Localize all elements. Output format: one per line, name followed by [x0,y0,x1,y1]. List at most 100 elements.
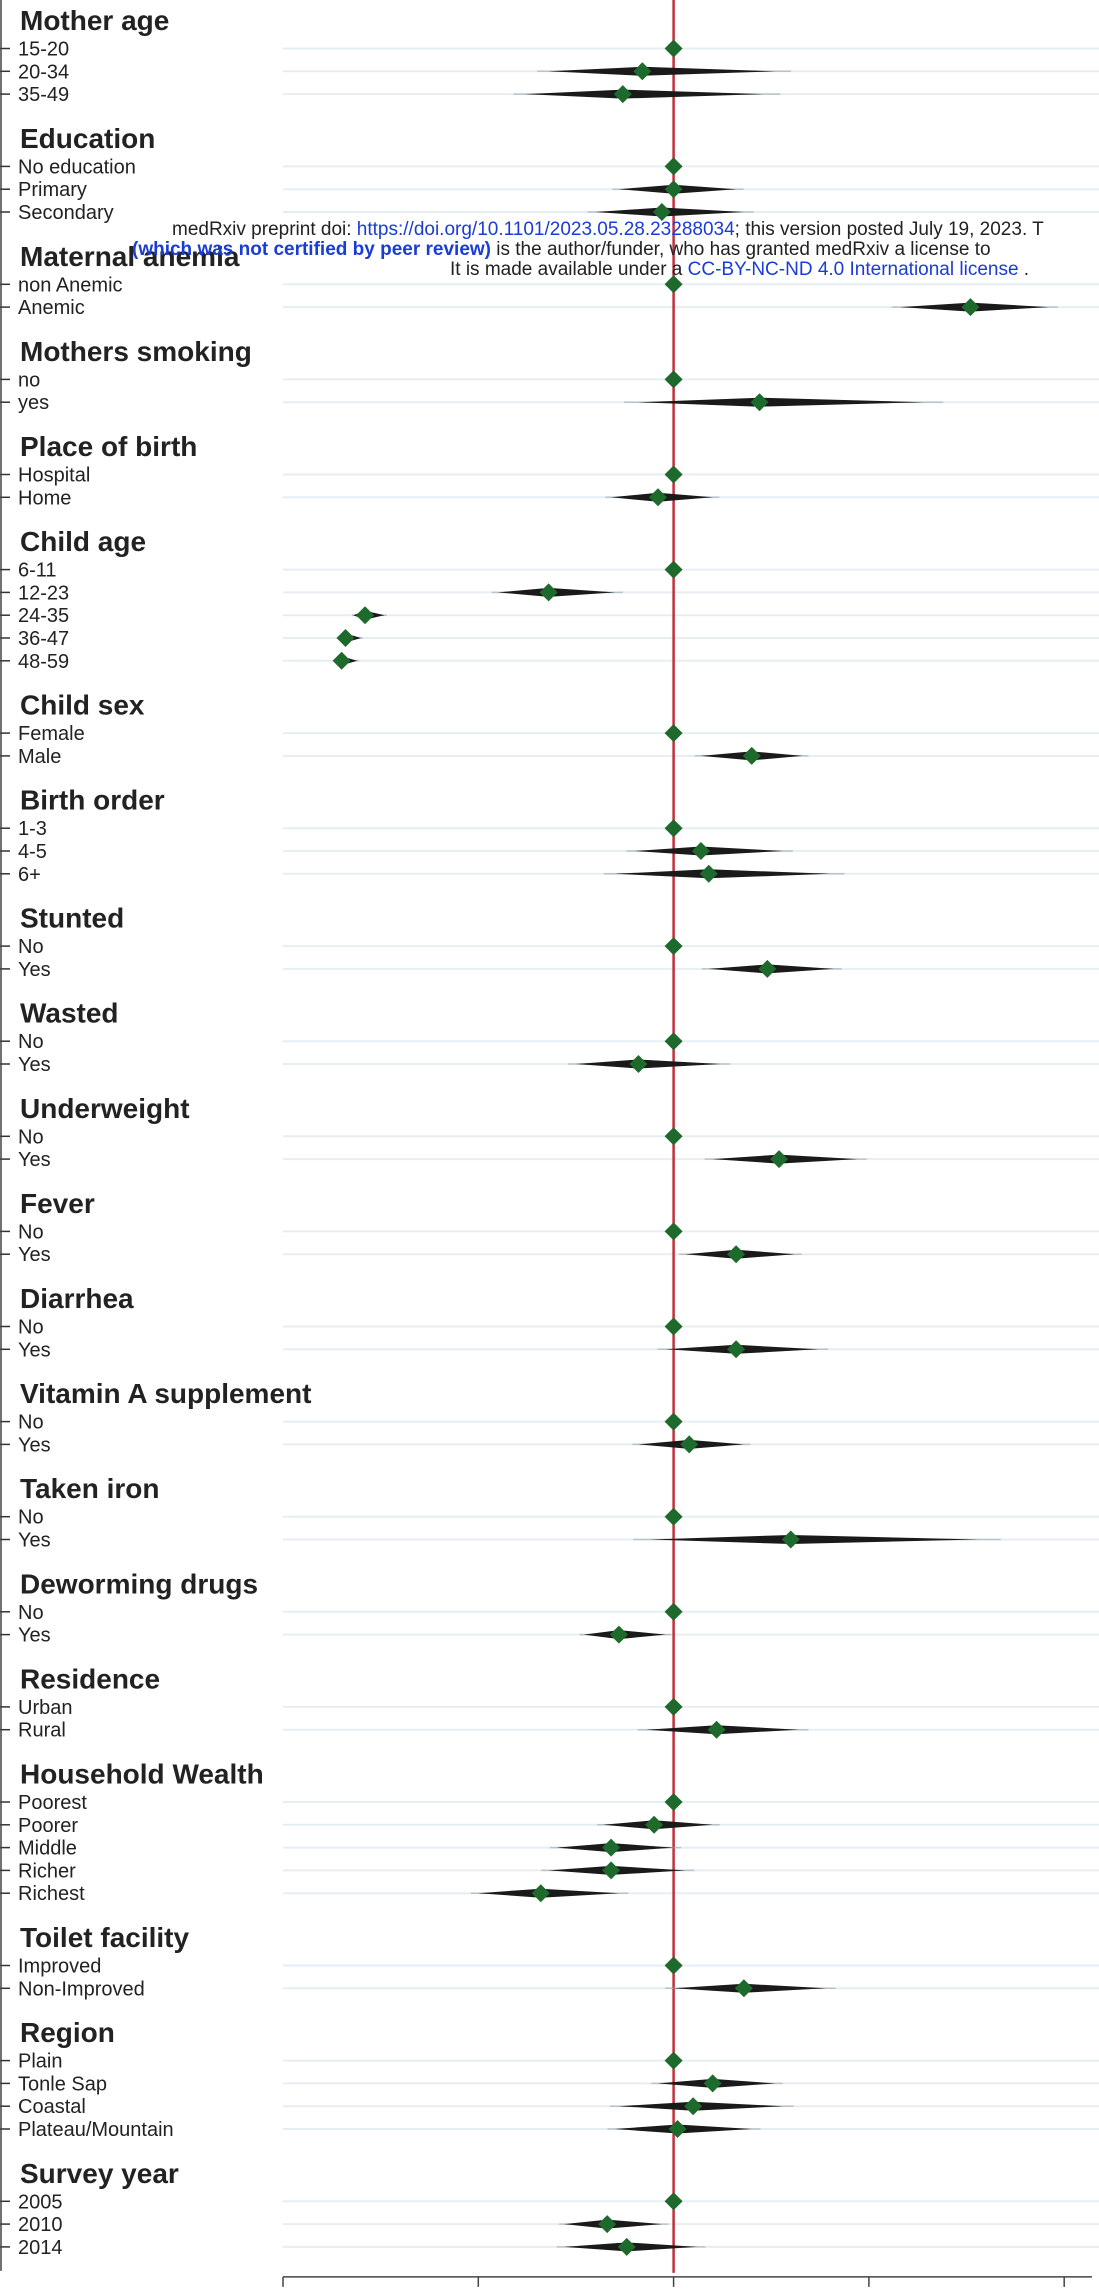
group-heading: Wasted [20,998,119,1029]
category-label: Yes [18,1530,51,1552]
category-label: Female [18,723,85,745]
or-point [664,1956,683,1975]
category-label: Plain [18,2051,62,2073]
category-label: Non-Improved [18,1978,145,2000]
group-heading: Deworming drugs [20,1568,258,1599]
or-point [664,465,683,484]
group-heading: Survey year [20,2158,179,2189]
or-point [356,606,375,625]
or-point [664,275,683,294]
or-point [727,1245,746,1264]
or-point [664,370,683,389]
category-label: No [18,1317,44,1339]
group-heading: Underweight [20,1093,190,1124]
or-point [703,2074,722,2093]
group-heading: Toilet facility [20,1922,189,1953]
or-point [680,1435,699,1454]
category-label: 2010 [18,2214,63,2236]
group-heading: Household Wealth [20,1759,264,1790]
category-label: Yes [18,1434,51,1456]
group-heading: Mothers smoking [20,336,252,367]
category-label: non Anemic [18,274,123,296]
or-point [648,488,667,507]
or-point [664,1127,683,1146]
or-point [664,2051,683,2070]
category-label: Richest [18,1883,85,1905]
group-heading: Education [20,123,155,154]
or-point [664,180,683,199]
or-point [645,1815,664,1834]
category-label: No [18,1031,44,1053]
or-point [664,1793,683,1811]
category-label: No [18,1602,44,1624]
or-point [664,819,683,838]
or-point [652,203,671,221]
category-label: Home [18,487,71,509]
group-heading: Place of birth [20,431,197,462]
group-heading: Residence [20,1663,160,1694]
category-label: Anemic [18,297,85,319]
category-label: 1-3 [18,818,47,840]
or-point [664,937,683,956]
group-heading: Taken iron [20,1473,160,1504]
ci-band [615,869,830,879]
category-label: Yes [18,1054,51,1076]
category-label: Yes [18,1244,51,1266]
or-point [758,959,777,978]
ci-band [525,89,764,99]
or-point [664,1602,683,1621]
category-label: Secondary [18,202,114,224]
ci-band [650,1535,979,1544]
or-point [727,1340,746,1359]
category-label: 48-59 [18,651,69,673]
or-point [664,157,683,176]
or-point [664,39,683,58]
category-label: no [18,369,40,391]
category-label: Richer [18,1860,76,1882]
or-point [664,1317,683,1336]
or-point [664,724,683,743]
or-point [664,1032,683,1051]
category-label: Yes [18,1149,51,1171]
category-label: No [18,1126,44,1148]
category-label: No [18,1412,44,1434]
or-point [742,746,761,765]
or-point [617,2237,636,2256]
group-heading: Birth order [20,785,165,816]
group-heading: Mother age [20,5,169,36]
category-label: Primary [18,179,87,201]
or-point [598,2215,617,2234]
or-point [609,1625,628,1644]
category-label: No education [18,156,136,178]
or-point [531,1884,550,1903]
or-point [770,1150,789,1169]
category-label: Yes [18,1339,51,1361]
category-label: Plateau/Mountain [18,2119,174,2141]
group-heading: Stunted [20,903,124,934]
category-label: Coastal [18,2096,86,2118]
or-point [664,2192,683,2211]
category-label: Middle [18,1838,77,1860]
category-label: 12-23 [18,582,69,604]
or-point [734,1979,753,1998]
category-label: Rural [18,1720,66,1742]
category-label: No [18,1507,44,1529]
or-point [664,560,683,579]
category-label: Hospital [18,465,90,487]
category-label: 36-47 [18,628,69,650]
or-point [781,1530,800,1549]
group-heading: Child age [20,526,146,557]
group-heading: Diarrhea [20,1283,134,1314]
or-point [664,1507,683,1526]
category-label: 35-49 [18,84,69,106]
or-point [664,1697,683,1716]
category-label: 2014 [18,2237,63,2259]
category-label: Tonle Sap [18,2073,107,2095]
or-point [750,393,769,412]
category-label: Urban [18,1697,72,1719]
or-point [668,2120,687,2138]
or-point [602,1838,621,1857]
category-label: Male [18,746,61,768]
category-label: 4-5 [18,841,47,863]
